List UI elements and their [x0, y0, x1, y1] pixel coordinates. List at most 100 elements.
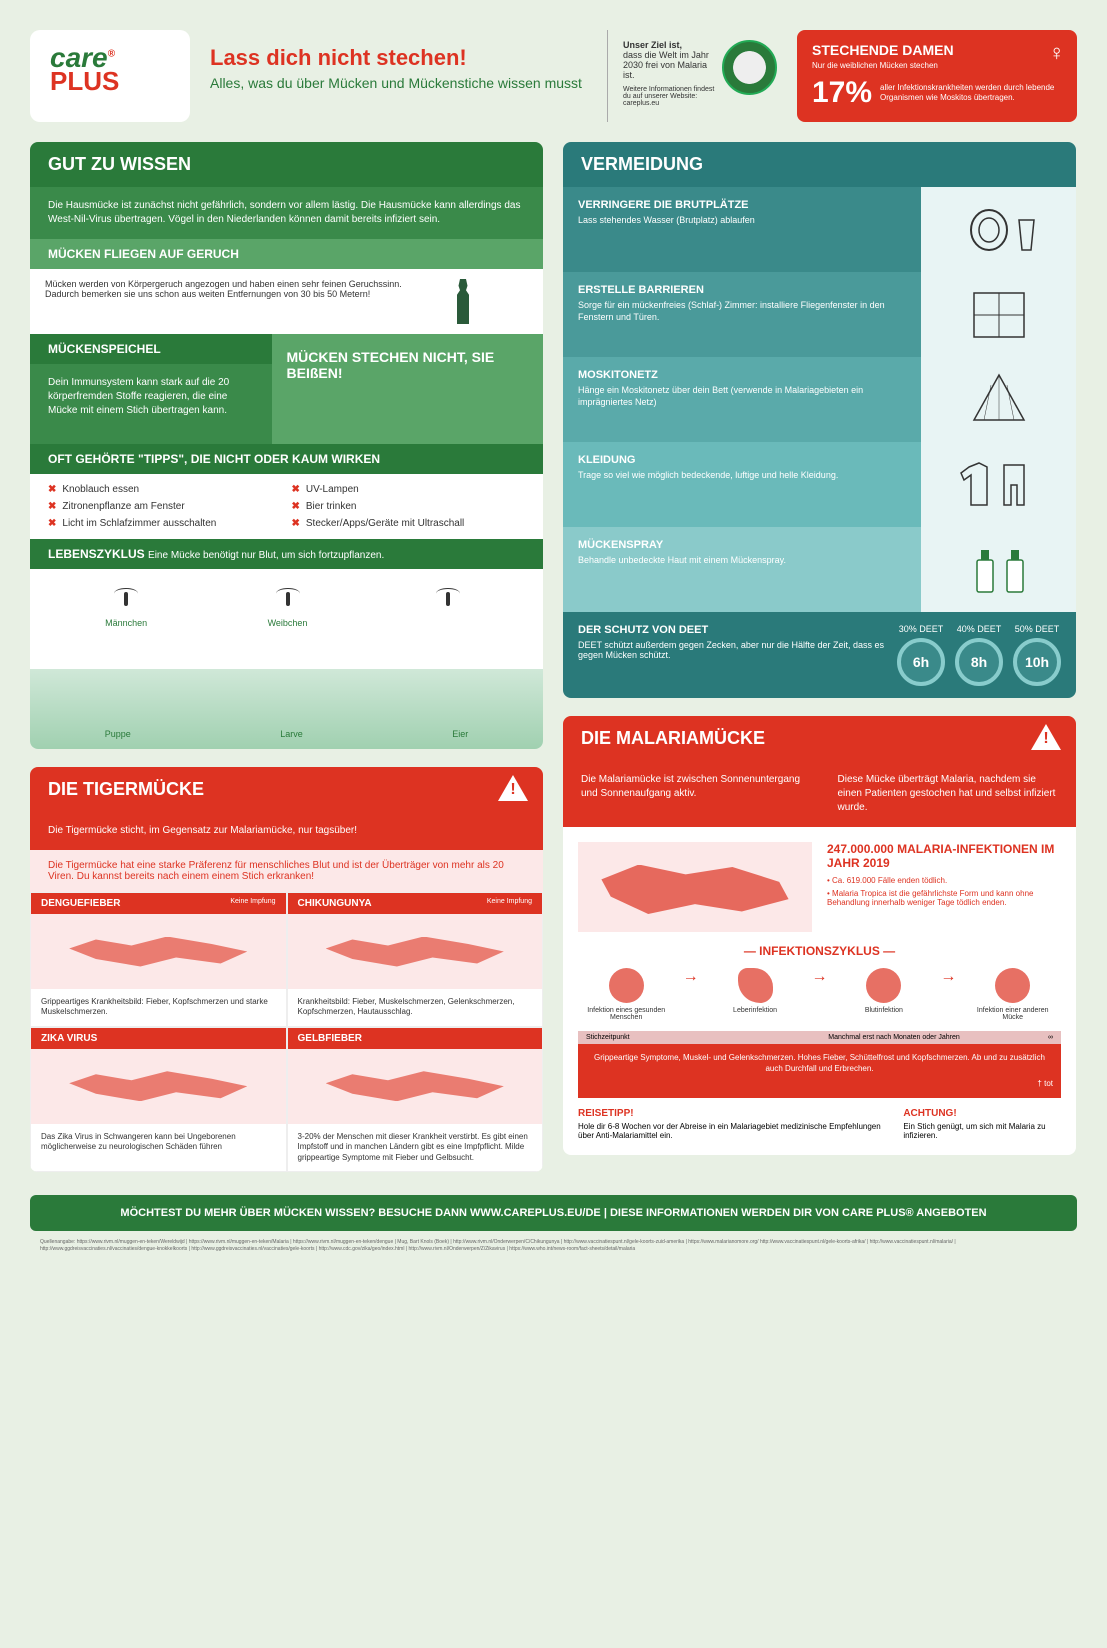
tip-text: Hole dir 6-8 Wochen vor der Abreise in e… [578, 1122, 881, 1140]
malaria-stat-title: 247.000.000 MALARIA-INFEKTIONEN IM JAHR … [827, 842, 1061, 870]
deet-hrs: 10h [1013, 638, 1061, 686]
infection-cycle-title: — INFEKTIONSZYKLUS — [578, 944, 1061, 958]
window-screen-icon [921, 272, 1076, 357]
mosquito-net-icon [921, 357, 1076, 442]
deet-text: DEET schützt außerdem gegen Zecken, aber… [578, 640, 884, 660]
mosquito-female-icon [268, 584, 308, 614]
timeline: Stichzeitpunkt Manchmal erst nach Monate… [578, 1031, 1061, 1098]
infection-cycle-row: Infektion eines gesunden Menschen → Lebe… [578, 968, 1061, 1021]
arrow-icon: → [683, 968, 699, 1021]
tagline-main: Lass dich nicht stechen! [210, 45, 587, 71]
disease-desc: Das Zika Virus in Schwangeren kann bei U… [31, 1124, 286, 1161]
disease-dengue: DENGUEFIEBERKeine Impfung Grippeartiges … [30, 892, 287, 1027]
header: care® PLUS Lass dich nicht stechen! Alle… [30, 30, 1077, 122]
malaria-header: DIE MALARIAMÜCKE [563, 716, 1076, 761]
deet-40: 40% DEET 8h [955, 624, 1003, 686]
disease-note: Keine Impfung [487, 898, 532, 909]
inf-step: Blutinfektion [865, 1007, 903, 1014]
prev-desc: Behandle unbedeckte Haut mit einem Mücke… [578, 555, 906, 567]
prev-title: VERRINGERE DIE BRUTPLÄTZE [578, 199, 906, 211]
myth-item: Knoblauch essen [48, 484, 282, 495]
cycle-female: Weibchen [268, 618, 308, 628]
mosquito-infection-icon [995, 968, 1030, 1003]
cycle-eggs: Eier [452, 729, 468, 739]
disease-desc: 3-20% der Menschen mit dieser Krankheit … [288, 1124, 543, 1171]
malaria-stat2: Malaria Tropica ist die gefährlichste Fo… [827, 889, 1061, 907]
gtk-title: GUT ZU WISSEN [30, 142, 543, 187]
right-column: VERMEIDUNG VERRINGERE DIE BRUTPLÄTZELass… [563, 142, 1076, 1190]
deet-hrs: 6h [897, 638, 945, 686]
redbox-title: STECHENDE DAMEN [812, 42, 1062, 58]
arrow-icon: → [940, 968, 956, 1021]
left-column: GUT ZU WISSEN Die Hausmücke ist zunächst… [30, 142, 543, 1190]
sources: Quellenangabe: https://www.rivm.nl/mugge… [30, 1231, 1077, 1261]
malaria-free-badge-icon [722, 40, 777, 95]
disease-zika: ZIKA VIRUS Das Zika Virus in Schwangeren… [30, 1027, 287, 1172]
disease-name: CHIKUNGUNYA [298, 898, 372, 909]
prev-title: MÜCKENSPRAY [578, 539, 906, 551]
world-map-icon [288, 914, 543, 989]
deet-pct: 30% DEET [899, 624, 944, 634]
prev-title: KLEIDUNG [578, 454, 906, 466]
alert-icon [498, 775, 528, 801]
person-infection-icon [609, 968, 644, 1003]
malaria-stat1: Ca. 619.000 Fälle enden tödlich. [827, 876, 1061, 885]
disease-desc: Krankheitsbild: Fieber, Muskelschmerzen,… [288, 989, 543, 1026]
gtk-intro: Die Hausmücke ist zunächst nicht gefährl… [30, 187, 543, 239]
prev-title: MOSKITONETZ [578, 369, 906, 381]
logo: care® PLUS [30, 30, 190, 122]
spray-bottle-icon [921, 527, 1076, 612]
inf-step: Infektion einer anderen Mücke [977, 1007, 1049, 1021]
tl-right: Manchmal erst nach Monaten oder Jahren [740, 1034, 1048, 1041]
female-icon: ♀ [1049, 40, 1066, 66]
cycle-larva: Larve [280, 729, 303, 739]
tl-death: † tot [586, 1078, 1053, 1089]
prevent-row-breeding: VERRINGERE DIE BRUTPLÄTZE Lass stehendes … [563, 187, 1076, 272]
disease-chikungunya: CHIKUNGUNYA Keine Impfung Krankheitsbild:… [287, 892, 544, 1027]
prevent-row-net: MOSKITONETZHänge ein Moskitonetz über de… [563, 357, 1076, 442]
goal-line2: dass die Welt im Jahr 2030 frei von Mala… [623, 50, 709, 80]
warn-text: Ein Stich genügt, um sich mit Malaria zu… [903, 1122, 1045, 1140]
tiger-warn: Die Tigermücke hat eine starke Präferenz… [30, 850, 543, 892]
warning-box: ACHTUNG! Ein Stich genügt, um sich mit M… [903, 1108, 1061, 1140]
prev-title: ERSTELLE BARRIEREN [578, 284, 906, 296]
malaria-title: DIE MALARIAMÜCKE [581, 728, 765, 748]
bite-box: MÜCKEN STECHEN NICHT, SIE BEIßEN! [272, 334, 544, 444]
inf-step: Leberinfektion [733, 1007, 777, 1014]
mosquito-male-icon [106, 584, 146, 614]
malaria-intro1: Die Malariamücke ist zwischen Sonnenunte… [563, 761, 820, 827]
goal-box: Unser Ziel ist, dass die Welt im Jahr 20… [607, 30, 777, 122]
malaria-panel: DIE MALARIAMÜCKE Die Malariamücke ist zw… [563, 716, 1076, 1155]
cycle-male: Männchen [105, 618, 147, 628]
world-map-icon [31, 1049, 286, 1124]
disease-name: GELBFIEBER [298, 1033, 362, 1044]
malaria-intro2: Diese Mücke überträgt Malaria, nachdem s… [820, 761, 1077, 827]
cycle-title: LEBENSZYKLUS [48, 547, 145, 561]
world-map-icon [288, 1049, 543, 1124]
world-map-icon [31, 914, 286, 989]
deet-title: DER SCHUTZ VON DEET [578, 624, 887, 636]
disease-note: Keine Impfung [230, 898, 275, 909]
disease-desc: Grippeartiges Krankheitsbild: Fieber, Ko… [31, 989, 286, 1026]
deet-hrs: 8h [955, 638, 1003, 686]
myth-item: Stecker/Apps/Geräte mit Ultraschall [292, 518, 526, 529]
inf-step: Infektion eines gesunden Menschen [587, 1007, 665, 1021]
tl-left: Stichzeitpunkt [586, 1034, 740, 1041]
deet-pct: 40% DEET [957, 624, 1002, 634]
saliva-text: Dein Immunsystem kann stark auf die 20 k… [30, 364, 272, 444]
myths-title: OFT GEHÖRTE "TIPPS", DIE NICHT ODER KAUM… [30, 444, 543, 474]
prev-desc: Lass stehendes Wasser (Brutplatz) ablauf… [578, 215, 906, 227]
prevention-panel: VERMEIDUNG VERRINGERE DIE BRUTPLÄTZELass… [563, 142, 1076, 698]
tagline: Lass dich nicht stechen! Alles, was du ü… [210, 30, 587, 122]
travel-tip: REISETIPP! Hole dir 6-8 Wochen vor der A… [578, 1108, 893, 1140]
cycle-sub: Eine Mücke benötigt nur Blut, um sich fo… [148, 550, 384, 561]
prevent-row-clothing: KLEIDUNGTrage so viel wie möglich bedeck… [563, 442, 1076, 527]
tiger-title: DIE TIGERMÜCKE [48, 779, 204, 799]
cycle-pupa: Puppe [105, 729, 131, 739]
smell-row: Mücken werden von Körpergeruch angezogen… [30, 269, 543, 334]
tiger-intro: Die Tigermücke sticht, im Gegensatz zur … [30, 812, 543, 850]
deet-50: 50% DEET10h [1013, 624, 1061, 686]
tiger-panel: DIE TIGERMÜCKE Die Tigermücke sticht, im… [30, 767, 543, 1172]
myths-grid: Knoblauch essen UV-Lampen Zitronenpflanz… [30, 474, 543, 539]
myth-item: Zitronenpflanze am Fenster [48, 501, 282, 512]
